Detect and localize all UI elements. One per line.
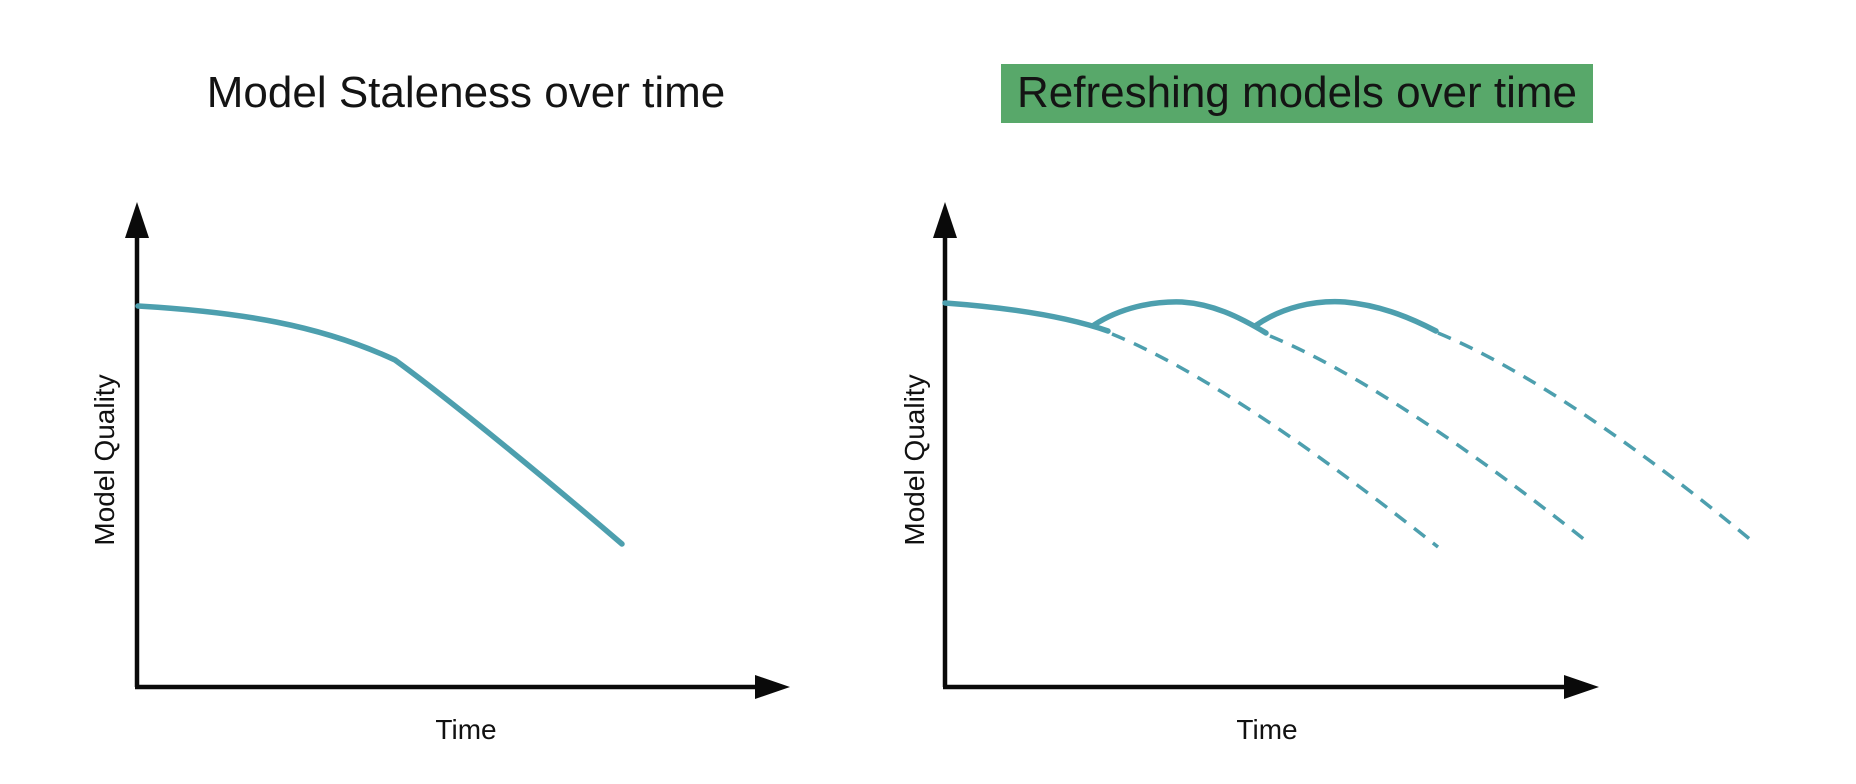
right-chart-title: Refreshing models over time [1000, 64, 1594, 123]
right-y-axis-arrowhead-icon [933, 202, 957, 238]
right-x-axis-label: Time [1236, 714, 1298, 745]
right-x-axis-arrowhead-icon [1564, 675, 1599, 699]
left-y-axis-arrowhead-icon [125, 202, 149, 238]
stale-projection-curve-3 [1437, 331, 1754, 543]
staleness-plot [125, 202, 790, 699]
staleness-curve [135, 303, 625, 547]
left-chart-title: Model Staleness over time [206, 68, 726, 117]
refresh-plot [933, 202, 1754, 699]
stale-projection-curve-1 [1111, 332, 1440, 549]
stale-projection-curve-2 [1269, 334, 1592, 546]
refreshed-model-curve-segment-1 [942, 300, 1111, 334]
refreshed-model-curve-segment-3 [1252, 298, 1439, 334]
refreshed-model-curve-segment-2 [1091, 299, 1269, 336]
left-x-axis-arrowhead-icon [755, 675, 790, 699]
left-x-axis-label: Time [435, 714, 497, 745]
